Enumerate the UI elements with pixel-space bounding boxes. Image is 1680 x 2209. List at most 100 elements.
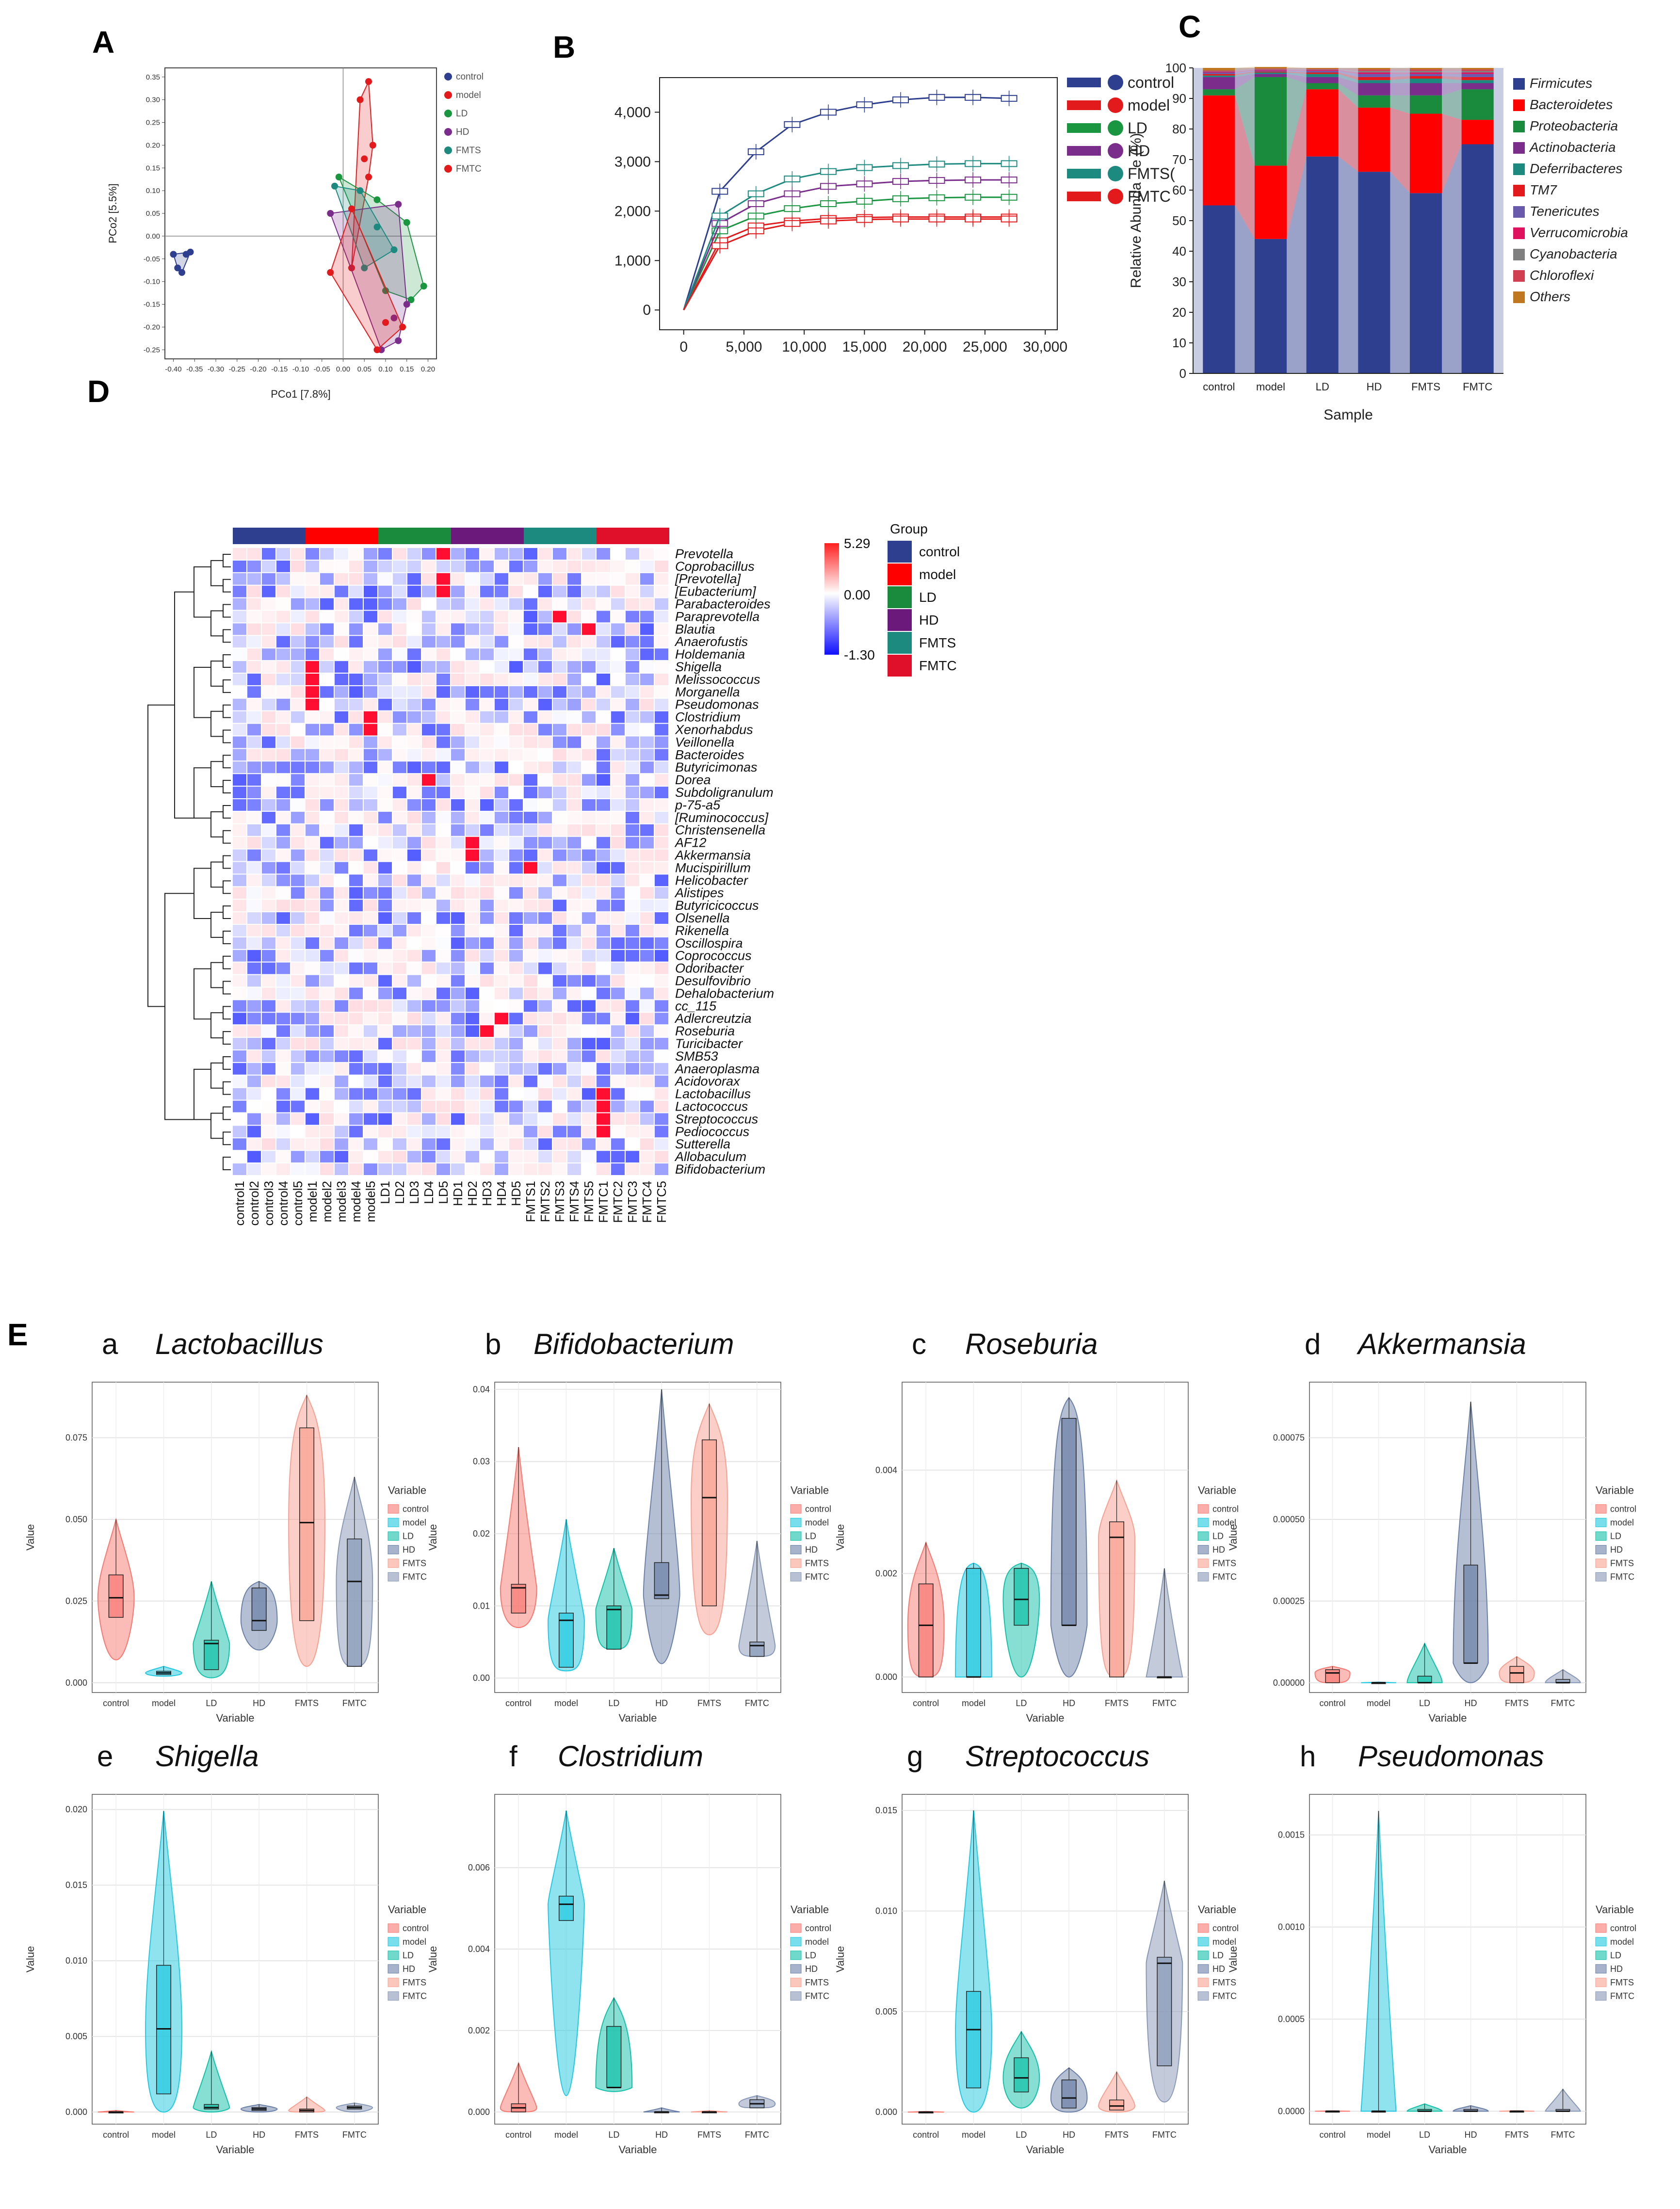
heatmap-cell [582,925,596,936]
legend-swatch-HD [790,1964,802,1974]
heatmap-cell [422,560,436,572]
heatmap-cell [480,837,494,849]
heatmap-cell [233,1013,246,1025]
heatmap-cell [495,686,508,698]
bar-segment-Others [1306,68,1339,69]
heatmap-cell [422,1038,436,1049]
point-model [361,155,368,162]
heatmap-cell [335,686,348,698]
heatmap-cell [306,787,319,798]
heatmap-cell [480,874,494,887]
y-tick-label: 0.005 [65,2032,87,2041]
heatmap-cell [582,749,596,761]
x-axis-label: Variable [1026,1712,1064,1724]
heatmap-cell [466,849,479,861]
heatmap-cell [276,573,290,585]
bar-segment-Tenericutes [1254,70,1287,72]
heatmap-cell [349,900,363,912]
heatmap-cell [640,1038,654,1049]
heatmap-cell [349,623,363,635]
point-HD [395,337,402,344]
ribbon-Others [1235,67,1255,71]
heatmap-cell [538,774,552,786]
heatmap-cell [524,1000,537,1012]
ribbon-TM7 [1390,76,1410,81]
group-bar-HD [451,528,524,544]
heatmap-cell [276,736,290,748]
heatmap-cell [306,648,319,661]
heatmap-cell [335,598,348,610]
heatmap-cell [466,611,479,623]
heatmap-cell [349,1050,363,1062]
heatmap-cell [247,1013,261,1025]
heatmap-cell [233,749,246,761]
heatmap-cell [480,912,494,924]
heatmap-cell [349,1038,363,1049]
heatmap-cell [538,811,552,823]
heatmap-cell [262,761,275,774]
heatmap-cell [538,573,552,585]
heatmap-cell [640,1013,654,1025]
row-label: Rikenella [675,923,729,938]
heatmap-cell [611,1138,625,1150]
heatmap-cell [233,799,246,811]
dendrogram-branch [210,1062,223,1089]
heatmap-cell [655,925,668,936]
heatmap-cell [597,1063,610,1075]
legend-swatch-model [1197,1937,1209,1947]
heatmap-cell [320,674,334,685]
heatmap-cell [422,674,436,685]
row-label: Butyricimonas [675,760,758,774]
heatmap-cell [320,1126,334,1138]
heatmap-cell [626,1038,639,1049]
panel-letter-c: C [1179,9,1201,44]
heatmap-cell [306,1025,319,1037]
heatmap-cell [451,962,465,974]
heatmap-cell [422,686,436,698]
heatmap-cell [233,1138,246,1150]
heatmap-cell [349,674,363,685]
legend-title: Variable [388,1484,426,1496]
heatmap-cell [509,1025,523,1037]
heatmap-cell [335,1151,348,1163]
heatmap-cell [466,787,479,798]
heatmap-cell [509,811,523,823]
heatmap-cell [524,900,537,912]
heatmap-cell [466,1050,479,1062]
heatmap-cell [364,761,377,774]
heatmap-cell [495,837,508,849]
heatmap-cell [640,1000,654,1012]
heatmap-cell [553,1100,566,1113]
heatmap-cell [436,674,450,685]
heatmap-cell [422,849,436,861]
heatmap-cell [553,611,566,623]
heatmap-cell [306,548,319,560]
heatmap-cell [349,962,363,974]
heatmap-cell [524,560,537,572]
panel-letter-a: A [92,25,115,60]
heatmap-cell [611,623,625,635]
heatmap-cell [276,611,290,623]
heatmap-cell [407,887,421,899]
column-label: model1 [305,1181,320,1222]
heatmap-cell [407,1138,421,1150]
heatmap-cell [320,1000,334,1012]
legend-label-LD: LD [1610,1531,1621,1541]
heatmap-cell [611,711,625,723]
heatmap-cell [407,962,421,974]
heatmap-cell [495,874,508,887]
legend-label-FMTS: FMTS [1212,1978,1236,1987]
heatmap-cell [320,623,334,635]
heatmap-cell [466,937,479,949]
heatmap-cell [466,661,479,673]
legend-label-control: control [403,1923,429,1933]
heatmap-cell [320,787,334,798]
heatmap-cell [626,1075,639,1087]
plot-background [1193,68,1503,373]
heatmap-cell [378,1163,392,1175]
heatmap-cell [407,912,421,924]
heatmap-cell [364,950,377,962]
ribbon-Others [1442,68,1462,70]
heatmap-cell [407,1113,421,1125]
heatmap-cell [509,912,523,924]
